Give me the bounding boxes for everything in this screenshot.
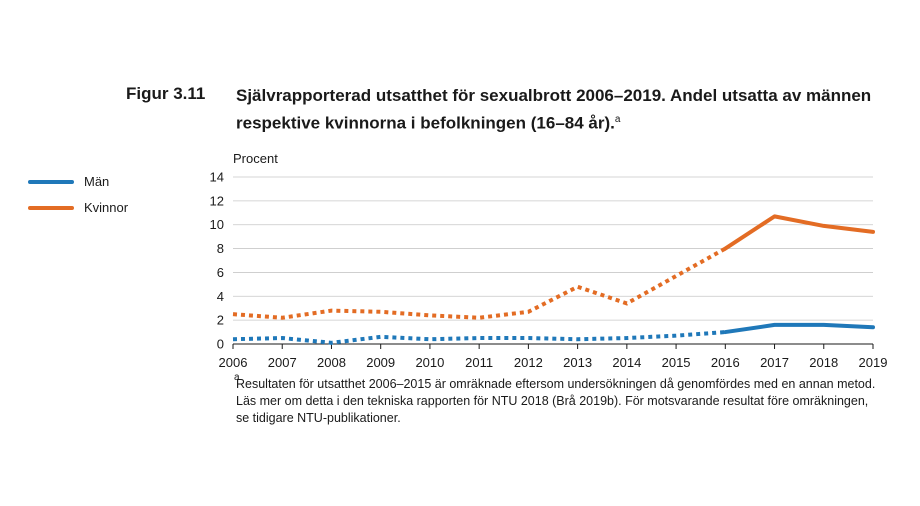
y-tick-label: 6	[217, 265, 224, 280]
series-line-man-dotted	[232, 330, 726, 345]
series-line-kvinnor-solid	[723, 214, 875, 251]
chart-legend: Män Kvinnor	[28, 172, 188, 224]
x-tick-label: 2007	[268, 355, 297, 370]
figure-title: Självrapporterad utsatthet för sexualbro…	[236, 84, 896, 136]
x-tick-label: 2018	[809, 355, 838, 370]
y-tick-label: 14	[210, 170, 224, 185]
y-axis-label: Procent	[233, 151, 278, 166]
legend-swatch-man	[28, 180, 74, 184]
x-tick-label: 2019	[859, 355, 888, 370]
x-tick-label: 2017	[760, 355, 789, 370]
y-tick-label: 0	[217, 337, 224, 352]
legend-item-kvinnor: Kvinnor	[28, 198, 188, 224]
x-tick-label: 2013	[563, 355, 592, 370]
series-line-kvinnor-dotted	[232, 246, 727, 320]
y-tick-label: 8	[217, 241, 224, 256]
figure-title-text: Självrapporterad utsatthet för sexualbro…	[236, 86, 872, 133]
x-tick-label: 2011	[465, 355, 493, 370]
footnote-mark: a	[234, 372, 240, 383]
figure-title-footnote-mark: a	[614, 114, 621, 125]
legend-label-kvinnor: Kvinnor	[84, 200, 129, 215]
legend-item-man: Män	[28, 172, 188, 198]
legend-swatch-kvinnor	[28, 206, 74, 210]
x-tick-label: 2016	[711, 355, 740, 370]
y-tick-label: 12	[210, 193, 224, 208]
x-tick-label: 2009	[366, 355, 395, 370]
figure-label: Figur 3.11	[126, 84, 206, 103]
series-line-man-solid	[723, 322, 875, 335]
x-tick-label: 2014	[612, 355, 641, 370]
x-tick-label: 2012	[514, 355, 543, 370]
y-tick-label: 4	[217, 289, 224, 304]
x-tick-label: 2008	[317, 355, 346, 370]
y-tick-label: 2	[217, 313, 224, 328]
footnote-text: Resultaten för utsatthet 2006–2015 är om…	[236, 377, 876, 425]
legend-label-man: Män	[84, 174, 110, 189]
x-tick-label: 2015	[662, 355, 691, 370]
y-tick-label: 10	[210, 217, 224, 232]
x-tick-label: 2010	[415, 355, 444, 370]
x-tick-label: 2006	[219, 355, 248, 370]
